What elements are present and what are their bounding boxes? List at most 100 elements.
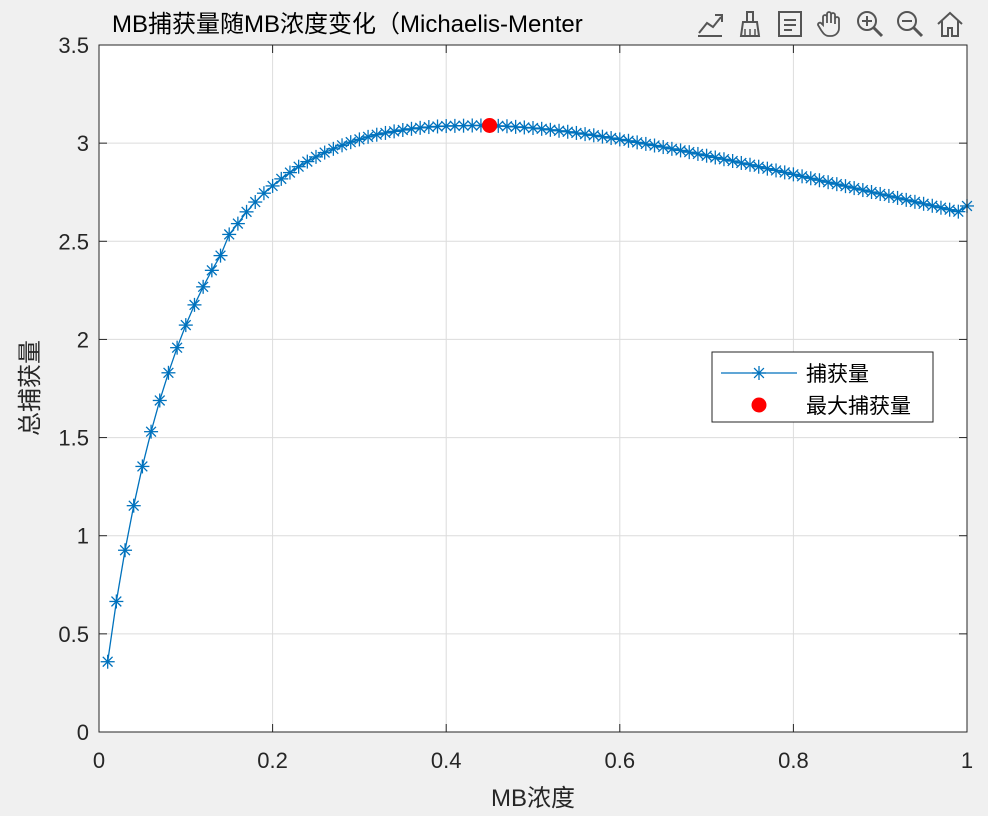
data-point — [161, 365, 176, 380]
zoom-in-icon — [857, 11, 884, 38]
data-point — [821, 175, 836, 190]
data-point — [743, 157, 757, 172]
data-point — [612, 132, 627, 147]
data-point — [109, 594, 124, 609]
data-point — [803, 171, 818, 186]
data-point — [387, 124, 402, 139]
data-point — [343, 135, 358, 150]
data-point — [578, 127, 593, 142]
data-point — [248, 195, 263, 210]
data-point — [864, 185, 879, 200]
data-point — [144, 424, 159, 439]
brush-button[interactable] — [732, 6, 768, 42]
y-tick-label: 3.5 — [58, 33, 89, 58]
legend-item-1: 捕获量 — [721, 363, 869, 386]
data-point — [282, 165, 297, 180]
pan-button[interactable] — [812, 6, 848, 42]
legend-marker — [752, 366, 766, 380]
data-point — [126, 498, 141, 513]
x-tick-label: 0.2 — [257, 748, 288, 773]
x-tick-label: 0 — [93, 748, 105, 773]
data-point — [708, 150, 723, 165]
data-point — [847, 181, 862, 196]
data-point — [664, 141, 679, 156]
y-axis-label: 总捕获量 — [17, 340, 44, 436]
data-point — [178, 318, 193, 333]
legend-marker — [751, 397, 767, 413]
data-point — [222, 227, 237, 242]
data-point — [829, 177, 844, 192]
data-point — [907, 194, 922, 209]
data-point — [933, 200, 948, 215]
export-icon — [698, 14, 723, 37]
series-1 — [100, 118, 974, 669]
data-point — [725, 154, 740, 169]
axes-box — [98, 44, 968, 733]
data-point — [196, 279, 211, 294]
zoom-out-button[interactable] — [892, 6, 928, 42]
data-point — [690, 146, 705, 161]
x-axis-label: MB浓度 — [491, 785, 575, 812]
data-point — [925, 198, 940, 213]
legend-label: 最大捕获量 — [806, 395, 911, 418]
x-tick-label: 0.8 — [778, 748, 809, 773]
data-point — [256, 186, 271, 201]
data-point — [317, 145, 332, 160]
data-point — [100, 654, 115, 669]
pan-icon — [817, 11, 840, 37]
y-tick-label: 3 — [77, 131, 89, 156]
x-tick-label: 0.4 — [431, 748, 462, 773]
data-point — [526, 121, 540, 136]
datatip-button[interactable] — [772, 6, 808, 42]
data-point — [838, 179, 853, 194]
data-point — [413, 120, 428, 135]
data-point — [395, 122, 410, 137]
data-point — [682, 145, 697, 160]
data-point — [951, 204, 966, 219]
data-point — [734, 155, 749, 170]
data-point — [769, 163, 784, 178]
x-tick-label: 0.6 — [605, 748, 636, 773]
data-point — [777, 165, 792, 180]
brush-icon — [739, 11, 761, 37]
y-tick-label: 1.5 — [58, 426, 89, 451]
data-point — [760, 161, 775, 176]
data-point — [378, 125, 393, 140]
legend-item-2: 最大捕获量 — [751, 395, 911, 418]
data-point — [118, 543, 133, 558]
axes-toolbar — [688, 4, 972, 44]
data-point — [274, 171, 289, 186]
data-point — [230, 216, 245, 231]
data-point — [656, 140, 671, 155]
data-point — [638, 136, 653, 151]
data-point — [647, 138, 662, 153]
data-point — [135, 459, 150, 474]
data-point — [673, 143, 688, 158]
series-layer — [100, 117, 974, 669]
data-point — [855, 183, 870, 198]
data-point — [751, 159, 766, 174]
data-point — [552, 123, 567, 138]
export-button[interactable] — [692, 6, 728, 42]
data-point — [265, 178, 280, 193]
series-2 — [482, 117, 498, 133]
data-point — [534, 121, 549, 136]
chart-title: MB捕获量随MB浓度变化（Michaelis-Menter — [112, 11, 583, 38]
grid-lines — [99, 45, 967, 732]
data-point — [795, 169, 810, 184]
datatip-icon — [778, 11, 802, 37]
data-point — [621, 133, 636, 148]
x-tick-label: 1 — [961, 748, 973, 773]
data-point — [916, 196, 931, 211]
data-point — [899, 192, 914, 207]
data-point — [595, 129, 610, 144]
y-tick-label: 2.5 — [58, 229, 89, 254]
data-point — [204, 263, 219, 278]
zoom-in-button[interactable] — [852, 6, 888, 42]
data-point — [569, 125, 584, 140]
data-point — [716, 152, 731, 167]
data-point — [604, 131, 619, 146]
home-button[interactable] — [932, 6, 968, 42]
